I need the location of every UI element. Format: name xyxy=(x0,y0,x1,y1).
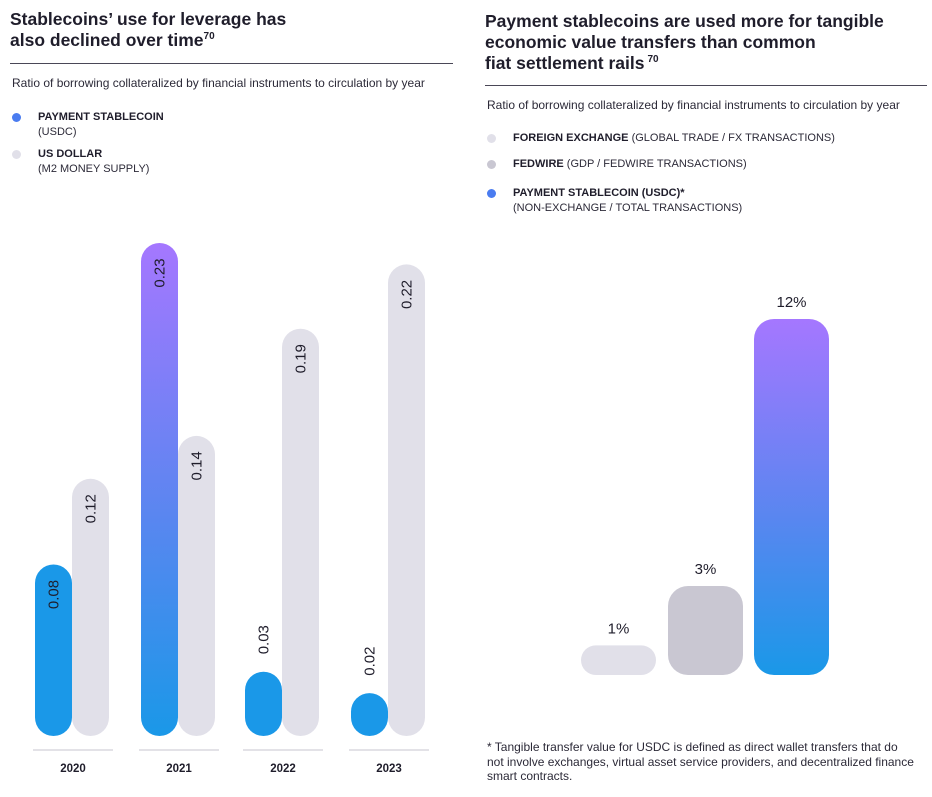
bar-value-label: 0.12 xyxy=(83,494,100,523)
right-title-footnote-ref: 70 xyxy=(647,54,659,66)
legend-label: PAYMENT STABLECOIN (USDC)* xyxy=(513,187,685,199)
legend-item-fedwire: FEDWIRE (GDP / FEDWIRE TRANSACTIONS) xyxy=(487,157,907,173)
bar-value-label: 1% xyxy=(608,620,630,637)
x-tick-label: 2021 xyxy=(166,763,192,775)
legend-label: PAYMENT STABLECOIN xyxy=(38,111,164,123)
right-title-line-2: economic value transfers than common xyxy=(485,32,816,52)
legend-light-dot-icon xyxy=(12,150,21,159)
bar-value-label: 0.03 xyxy=(256,625,273,654)
legend-item-payment-stablecoin: PAYMENT STABLECOIN (USDC) xyxy=(12,110,312,140)
legend-label: US DOLLAR xyxy=(38,148,103,160)
left-title-line-2: also declined over time xyxy=(10,30,204,50)
right-chart-panel: Payment stablecoins are used more for ta… xyxy=(470,0,932,797)
right-title-line-1: Payment stablecoins are used more for ta… xyxy=(485,11,884,31)
left-title-footnote-ref: 70 xyxy=(203,31,215,43)
bar-fedwire xyxy=(668,586,743,675)
left-chart-panel: Stablecoins’ use for leverage has also d… xyxy=(0,0,460,797)
legend-sublabel: (M2 MONEY SUPPLY) xyxy=(38,163,150,175)
left-bar-chart: 2020 2021 2022 2023 0.08 0.23 0.03 0.02 0.12 0.14… xyxy=(33,243,429,775)
left-title-divider xyxy=(10,63,453,64)
legend-sublabel: (USDC) xyxy=(38,126,77,138)
bar-us-dollar xyxy=(178,435,215,736)
x-tick-label: 2020 xyxy=(60,763,86,775)
bar-payment-stablecoin xyxy=(35,564,72,736)
right-chart-subtitle: Ratio of borrowing collateralized by fin… xyxy=(487,98,900,112)
legend-gray-dot-icon xyxy=(487,160,496,169)
bar-us-dollar xyxy=(72,478,109,736)
bar-value-label: 0.02 xyxy=(362,647,379,676)
bar-payment-stablecoin-usdc xyxy=(754,319,829,675)
left-chart-title: Stablecoins’ use for leverage has also d… xyxy=(10,9,430,51)
legend-item-foreign-exchange: FOREIGN EXCHANGE (GLOBAL TRADE / FX TRAN… xyxy=(487,131,907,147)
bar-payment-stablecoin xyxy=(351,693,388,736)
x-tick-label: 2022 xyxy=(270,763,296,775)
legend-sublabel: (GLOBAL TRADE / FX TRANSACTIONS) xyxy=(628,132,835,144)
legend-blue-dot-icon xyxy=(12,113,21,122)
legend-light-dot-icon xyxy=(487,134,496,143)
bar-value-label: 0.22 xyxy=(399,280,416,309)
bar-value-label: 0.08 xyxy=(46,580,63,609)
left-chart-subtitle: Ratio of borrowing collateralized by fin… xyxy=(12,76,425,90)
bar-value-label: 0.19 xyxy=(293,344,310,373)
bar-payment-stablecoin xyxy=(245,671,282,736)
left-title-line-1: Stablecoins’ use for leverage has xyxy=(10,9,287,29)
bar-value-label: 3% xyxy=(695,561,717,578)
legend-sublabel: (NON-EXCHANGE / TOTAL TRANSACTIONS) xyxy=(513,202,743,214)
chart-footnote: * Tangible transfer value for USDC is de… xyxy=(487,740,914,783)
legend-label: FEDWIRE xyxy=(513,158,564,170)
right-bar-chart: 1% 3% 12% xyxy=(581,294,829,675)
legend-sublabel: (GDP / FEDWIRE TRANSACTIONS) xyxy=(563,158,747,170)
bar-us-dollar xyxy=(388,264,425,736)
legend-label: FOREIGN EXCHANGE xyxy=(513,132,629,144)
right-chart-title: Payment stablecoins are used more for ta… xyxy=(485,11,925,74)
bar-value-label: 0.14 xyxy=(189,451,206,480)
bar-us-dollar xyxy=(282,328,319,736)
bar-foreign-exchange xyxy=(581,645,656,675)
legend-item-us-dollar: US DOLLAR (M2 MONEY SUPPLY) xyxy=(12,147,312,177)
bar-value-label: 0.23 xyxy=(152,258,169,287)
right-title-line-3: fiat settlement rails xyxy=(485,53,645,73)
legend-item-payment-stablecoin-usdc: PAYMENT STABLECOIN (USDC)* (NON-EXCHANGE… xyxy=(487,186,907,216)
x-tick-label: 2023 xyxy=(376,763,402,775)
bar-value-label: 12% xyxy=(776,294,806,311)
legend-blue-dot-icon xyxy=(487,189,496,198)
bar-payment-stablecoin xyxy=(141,243,178,736)
right-title-divider xyxy=(485,85,927,86)
